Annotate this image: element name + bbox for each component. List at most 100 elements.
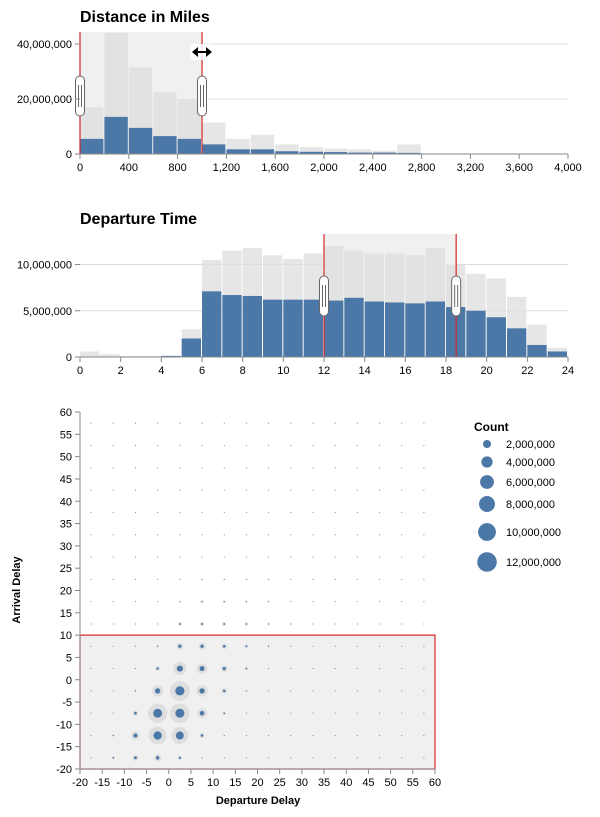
point-selected [223, 489, 225, 491]
point-selected [134, 422, 136, 424]
point-selected [157, 534, 159, 536]
point-selected [157, 645, 159, 647]
x-tick-label: 18 [440, 365, 452, 377]
point-selected [312, 578, 314, 580]
point-selected [245, 467, 247, 469]
brush-handle[interactable] [75, 75, 85, 117]
bar-background [324, 148, 348, 154]
point-selected [334, 668, 336, 670]
point-selected [290, 467, 292, 469]
point-selected [401, 511, 403, 513]
point-selected [423, 422, 425, 424]
brush-region[interactable] [79, 634, 436, 770]
point-selected [245, 623, 248, 625]
point-selected [112, 444, 114, 446]
point-selected [401, 422, 403, 424]
point-selected [401, 556, 403, 558]
point-selected [356, 444, 358, 446]
point-selected [290, 623, 292, 625]
point-selected [112, 422, 114, 424]
point-selected [179, 556, 181, 558]
point-selected [90, 534, 92, 536]
legend-label: 4,000,000 [506, 457, 555, 469]
brush-handle-grip[interactable] [451, 275, 462, 317]
point-selected [90, 556, 92, 558]
point-selected [245, 511, 247, 513]
point-selected [199, 666, 205, 672]
point-selected [290, 444, 292, 446]
chart-title: Departure Time [80, 211, 197, 228]
point-selected [175, 708, 185, 718]
point-selected [379, 668, 381, 670]
brush-handle-grip[interactable] [75, 75, 85, 117]
point-selected [356, 690, 358, 692]
y-tick-label: 0 [66, 149, 72, 161]
delay-scatter[interactable]: -20 -15 -10 -5 0 5 10 15 20 25 30 35 40 45 50 55 60-20-1… [11, 407, 561, 807]
x-tick-label: 40 [340, 777, 352, 789]
bar-selected [263, 299, 283, 357]
point-selected [334, 690, 336, 692]
x-tick-label: 10 [277, 365, 289, 377]
point-selected [245, 690, 247, 692]
point-selected [401, 534, 403, 536]
brush-handle[interactable] [319, 275, 329, 317]
point-selected [200, 644, 204, 648]
departure-time-histogram[interactable]: Departure Time 0 2 4 6 8 10 12 14 16 18 20 22 2405,0… [17, 211, 574, 377]
x-tick-label: -5 [142, 777, 152, 789]
point-selected [423, 645, 425, 647]
point-selected [245, 556, 247, 558]
bar-selected [303, 299, 323, 357]
y-tick-label: 20 [60, 586, 72, 598]
point-selected [245, 735, 247, 737]
point-selected [223, 757, 225, 759]
point-selected [201, 511, 203, 513]
distance-histogram[interactable]: Distance in Miles 0 400 800 1,200 1,600 2,000… [17, 9, 582, 174]
point-selected [379, 623, 381, 625]
x-tick-label: -10 [116, 777, 132, 789]
point-selected [201, 556, 203, 558]
bar-selected [202, 144, 226, 154]
legend-label: 8,000,000 [506, 499, 555, 511]
point-selected [178, 644, 182, 648]
selected-bars [161, 291, 567, 357]
bar-selected [486, 317, 506, 357]
interval-brush[interactable] [79, 634, 436, 770]
brush-edges[interactable] [319, 234, 462, 357]
point-selected [175, 686, 185, 696]
point-selected [356, 556, 358, 558]
point-selected [157, 467, 159, 469]
point-selected [179, 601, 181, 603]
x-tick-label: 0 [77, 162, 83, 174]
y-tick-label: 10,000,000 [17, 260, 72, 272]
bar-selected [128, 127, 153, 154]
brush-handle-grip[interactable] [319, 275, 329, 317]
brush-handle[interactable] [197, 75, 207, 117]
point-selected [245, 534, 247, 536]
brush-handle-grip[interactable] [197, 75, 207, 117]
point-selected [90, 645, 92, 647]
point-selected [201, 534, 203, 536]
brush-handle[interactable] [451, 275, 462, 317]
point-selected [157, 489, 159, 491]
y-tick-label: 40,000,000 [17, 39, 72, 51]
point-selected [356, 735, 358, 737]
point-selected [245, 645, 248, 648]
point-selected [379, 757, 381, 759]
point-selected [112, 623, 114, 625]
x-tick-label: 22 [521, 365, 533, 377]
point-selected [153, 731, 162, 740]
y-tick-label: -20 [56, 764, 72, 776]
bar-selected [104, 116, 128, 154]
point-selected [179, 511, 181, 513]
bar-background [397, 144, 421, 154]
point-selected [290, 556, 292, 558]
point-selected [90, 757, 92, 759]
point-selected [290, 735, 292, 737]
bar-selected [364, 301, 384, 357]
bar-selected [250, 149, 275, 154]
point-selected [268, 578, 270, 580]
point-selected [245, 667, 248, 670]
point-selected [312, 645, 314, 647]
bar-selected [324, 152, 348, 154]
point-selected [334, 467, 336, 469]
